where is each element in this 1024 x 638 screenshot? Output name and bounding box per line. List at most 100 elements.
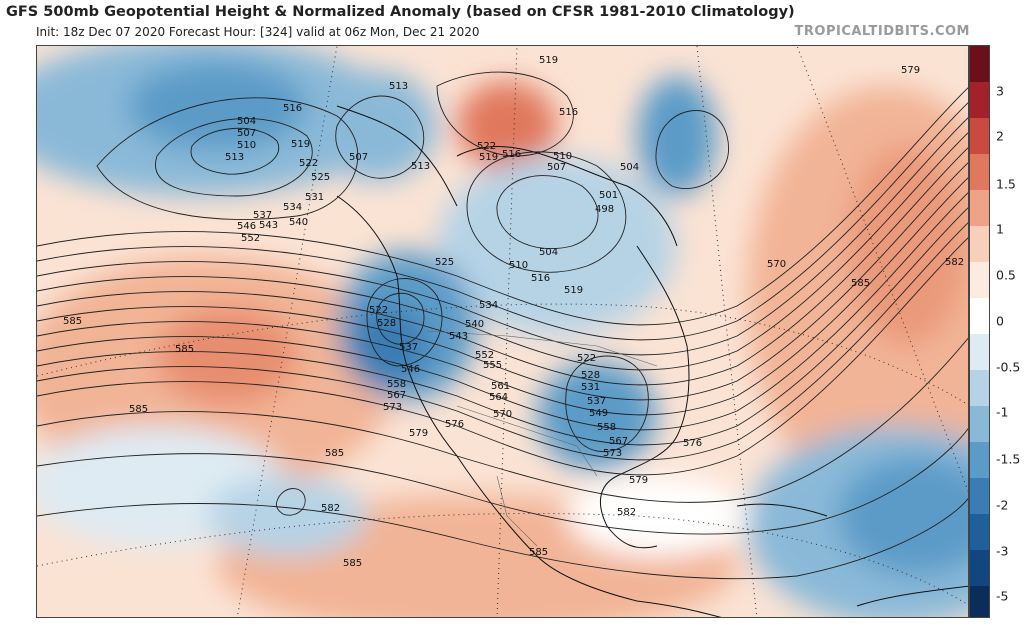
- contour-label: 585: [343, 558, 362, 569]
- contour-label: 579: [629, 475, 648, 486]
- contour-label: 516: [559, 107, 578, 118]
- latlon-grid: [37, 46, 968, 617]
- colorbar-segment: [970, 406, 989, 442]
- colorbar-segment: [970, 370, 989, 406]
- contour-label: 510: [237, 140, 256, 151]
- contour-label: 537: [399, 342, 418, 353]
- contour-label: 519: [291, 139, 310, 150]
- contour-label: 525: [311, 172, 330, 183]
- contour-label: 504: [539, 247, 558, 258]
- contour-label: 582: [321, 503, 340, 514]
- contour-label: 576: [445, 419, 464, 430]
- contour-label: 528: [377, 318, 396, 329]
- colorbar-segment: [970, 82, 989, 118]
- contour-label: 507: [349, 152, 368, 163]
- contour-label: 543: [449, 331, 468, 342]
- colorbar-tick-label: -2: [996, 497, 1009, 513]
- contour-label: 579: [901, 65, 920, 76]
- contour-label: 531: [305, 192, 324, 203]
- contour-label: 513: [411, 161, 430, 172]
- contour-label: 534: [283, 202, 302, 213]
- colorbar-tick-label: -3: [996, 543, 1009, 559]
- contour-label: 525: [435, 257, 454, 268]
- contour-label: 507: [237, 128, 256, 139]
- contour-label: 585: [175, 344, 194, 355]
- colorbar-tick-label: 2: [996, 128, 1004, 144]
- colorbar-tick-label: -1.5: [996, 451, 1021, 467]
- contour-label: 504: [237, 116, 256, 127]
- contour-label: 579: [409, 428, 428, 439]
- contour-label: 546: [401, 364, 420, 375]
- contour-label: 564: [489, 392, 508, 403]
- contour-label: 537: [253, 210, 272, 221]
- contour-label: 561: [491, 381, 510, 392]
- contour-label: 585: [851, 278, 870, 289]
- colorbar-segment: [970, 586, 989, 617]
- colorbar-segment: [970, 154, 989, 190]
- contour-label: 582: [945, 257, 964, 268]
- contour-label: 501: [599, 190, 618, 201]
- contour-label: 570: [767, 259, 786, 270]
- contour-label: 504: [620, 162, 639, 173]
- map-subtitle: Init: 18z Dec 07 2020 Forecast Hour: [32…: [36, 25, 480, 39]
- contour-label: 531: [581, 382, 600, 393]
- height-contours: [37, 71, 968, 580]
- contour-label: 546: [237, 221, 256, 232]
- contour-label: 570: [493, 409, 512, 420]
- contour-label: 585: [325, 448, 344, 459]
- contour-label: 522: [477, 141, 496, 152]
- colorbar-segment: [970, 118, 989, 154]
- colorbar-tick-label: 0.5: [996, 267, 1016, 283]
- map-canvas: 504 507 510 513 516 519 522 525 531 534 …: [37, 46, 968, 617]
- colorbar-segment: [970, 478, 989, 514]
- contour-label: 573: [383, 402, 402, 413]
- contour-label: 510: [553, 151, 572, 162]
- contour-label: 516: [283, 103, 302, 114]
- contour-label: 522: [299, 158, 318, 169]
- map-title: GFS 500mb Geopotential Height & Normaliz…: [6, 4, 795, 20]
- contour-label: 558: [597, 422, 616, 433]
- colorbar-segment: [970, 442, 989, 478]
- contour-label: 585: [529, 547, 548, 558]
- colorbar-tick-label: 1.5: [996, 176, 1016, 192]
- colorbar-segment: [970, 514, 989, 550]
- contour-label: 549: [589, 408, 608, 419]
- contour-label: 552: [475, 350, 494, 361]
- contour-label: 510: [509, 260, 528, 271]
- colorbar-segment: [970, 226, 989, 262]
- contour-label: 507: [547, 162, 566, 173]
- contour-label: 519: [539, 55, 558, 66]
- contour-label: 522: [577, 353, 596, 364]
- contour-label: 585: [129, 404, 148, 415]
- contour-label: 513: [389, 81, 408, 92]
- colorbar-tick-label: 0: [996, 313, 1004, 329]
- colorbar-tick-label: -5: [996, 588, 1009, 604]
- colorbar-tick-label: 3: [996, 83, 1004, 99]
- colorbar-tick-label: -1: [996, 404, 1009, 420]
- colorbar-segment: [970, 190, 989, 226]
- colorbar-segment: [970, 262, 989, 298]
- colorbar-segment: [970, 550, 989, 586]
- contour-label: 516: [502, 149, 521, 160]
- borders: [426, 330, 658, 547]
- contour-label-layer: 504 507 510 513 516 519 522 525 531 534 …: [63, 55, 964, 569]
- contour-label: 498: [595, 204, 614, 215]
- contour-label: 537: [587, 396, 606, 407]
- contour-label: 567: [609, 436, 628, 447]
- contour-label: 519: [479, 152, 498, 163]
- contour-label: 528: [581, 370, 600, 381]
- contour-label: 582: [617, 507, 636, 518]
- anomaly-map: 504 507 510 513 516 519 522 525 531 534 …: [36, 45, 969, 618]
- contour-label: 519: [564, 285, 583, 296]
- contour-label: 576: [683, 438, 702, 449]
- contour-label: 585: [63, 316, 82, 327]
- site-brand[interactable]: TROPICALTIDBITS.COM: [794, 24, 970, 39]
- contour-label: 513: [225, 152, 244, 163]
- contour-label: 516: [531, 273, 550, 284]
- contour-label: 567: [387, 390, 406, 401]
- colorbar-tick-label: 1: [996, 221, 1004, 237]
- contour-label: 543: [259, 220, 278, 231]
- colorbar-segment: [970, 298, 989, 334]
- colorbar-tick-label: -0.5: [996, 359, 1021, 375]
- contour-label: 552: [241, 233, 260, 244]
